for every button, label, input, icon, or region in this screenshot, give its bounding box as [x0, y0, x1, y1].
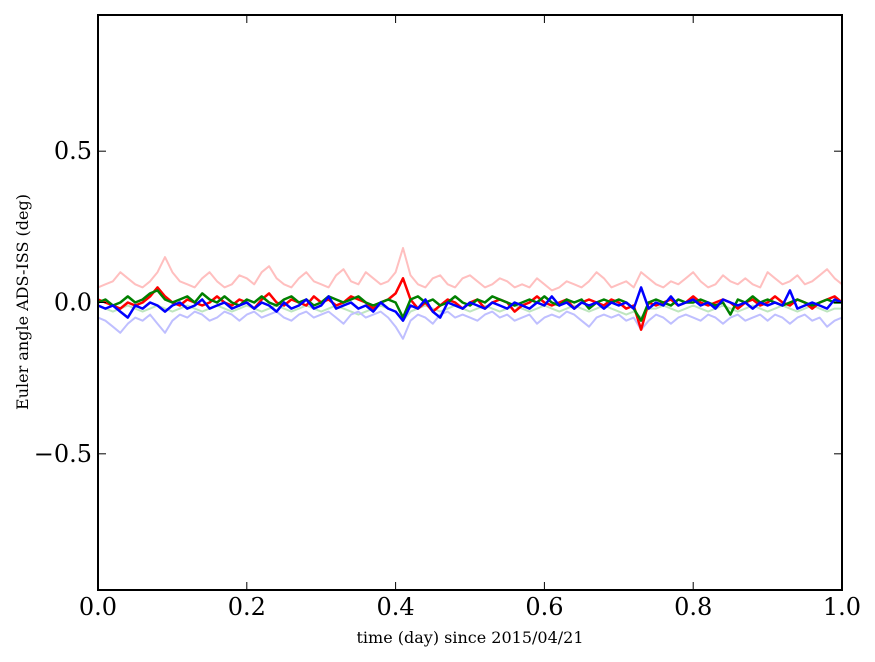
- ticks-layer: 0.0 0.2 0.4 0.6 0.8 1.0 −0.5 0.0 0.5: [34, 15, 861, 621]
- series-line-2: [97, 304, 842, 322]
- series-layer: [97, 247, 843, 340]
- x-tick-label: 0.4: [377, 593, 415, 621]
- x-tick-label: 0.2: [228, 593, 266, 621]
- series-line-3: [97, 310, 843, 340]
- x-tick-label: 1.0: [823, 593, 861, 621]
- y-tick-label: 0.5: [54, 137, 92, 165]
- y-tick-label: −0.5: [34, 440, 92, 468]
- series-line-6: [97, 286, 843, 322]
- y-axis-title: Euler angle ADS-ISS (deg): [13, 194, 32, 410]
- x-tick-label: 0.8: [674, 593, 712, 621]
- series-line-5: [97, 289, 842, 322]
- x-tick-label: 0.6: [525, 593, 563, 621]
- x-tick-label: 0.0: [79, 593, 117, 621]
- series-line-1: [97, 247, 843, 292]
- x-axis-title: time (day) since 2015/04/21: [356, 628, 583, 647]
- y-tick-label: 0.0: [54, 289, 92, 317]
